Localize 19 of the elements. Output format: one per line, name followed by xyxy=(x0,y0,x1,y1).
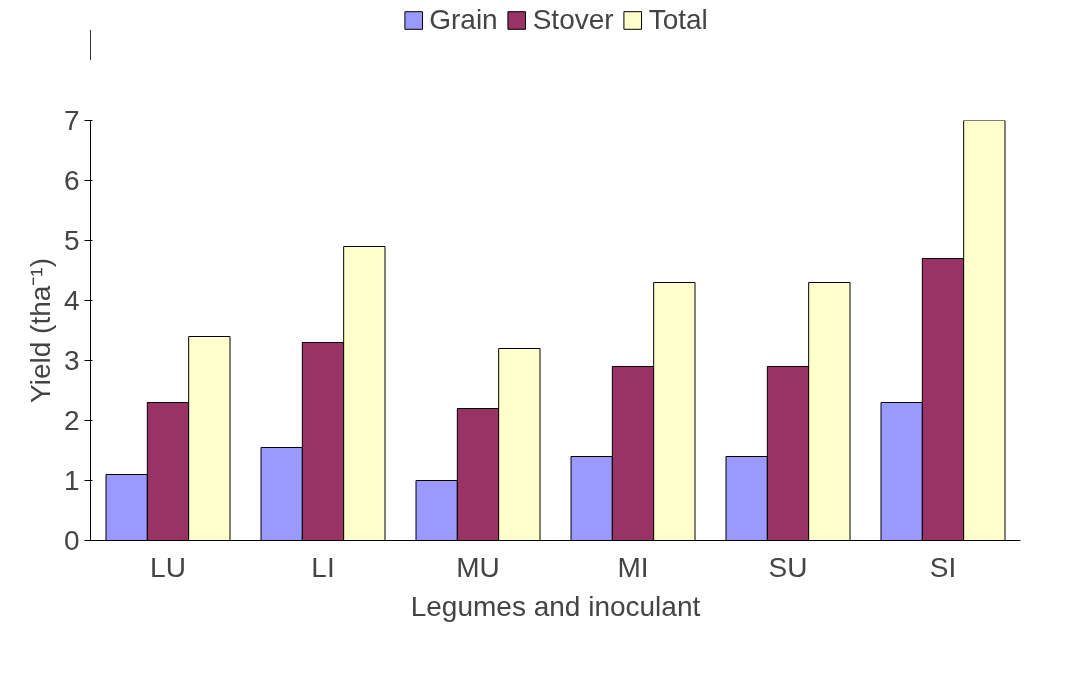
legend-label: Stover xyxy=(532,4,614,36)
x-tick-label: LI xyxy=(311,551,335,583)
y-tick-label: 6 xyxy=(63,165,80,196)
x-tick-label: SU xyxy=(768,551,808,583)
y-tick-label: 0 xyxy=(63,525,80,556)
x-tick-label: MU xyxy=(456,551,500,583)
legend-label: Total xyxy=(648,4,708,36)
y-tick-label: 5 xyxy=(63,225,80,256)
x-tick-label: LU xyxy=(150,551,186,583)
x-axis-title: Legumes and inoculant xyxy=(410,590,701,622)
y-tick-label: 4 xyxy=(63,285,80,316)
y-tick-label: 7 xyxy=(63,105,80,136)
y-tick-label: 1 xyxy=(63,465,80,496)
x-tick-label: MI xyxy=(617,551,649,583)
x-tick-label: SI xyxy=(929,551,957,583)
y-axis-title: Yield (tha⁻¹) xyxy=(24,258,56,403)
y-tick-label: 2 xyxy=(63,405,80,436)
legend-label: Grain xyxy=(429,4,498,36)
y-tick-label: 3 xyxy=(63,345,80,376)
